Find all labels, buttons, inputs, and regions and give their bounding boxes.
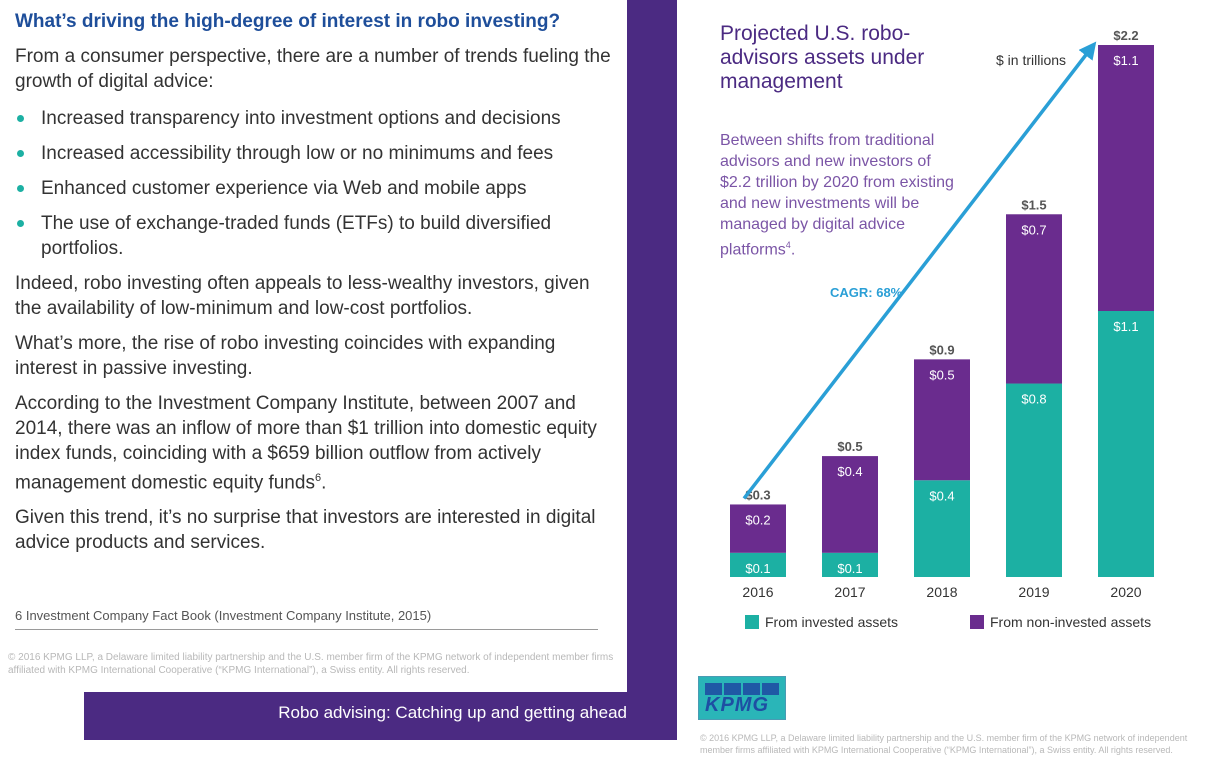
bullet-dot-icon (17, 220, 24, 227)
segment-value-label: $0.4 (929, 488, 954, 503)
segment-value-label: $0.5 (929, 367, 954, 382)
kpmg-logo: KPMG (698, 676, 786, 720)
segment-value-label: $0.4 (837, 464, 862, 479)
copyright-right: © 2016 KPMG LLP, a Delaware limited liab… (700, 733, 1188, 755)
paragraph-passive-investing: What’s more, the rise of robo investing … (15, 333, 556, 379)
bullet-item: Enhanced customer experience via Web and… (15, 176, 620, 201)
footer-bar-title: Robo advising: Catching up and getting a… (278, 703, 627, 722)
bullet-item: Increased transparency into investment o… (15, 106, 620, 131)
segment-value-label: $1.1 (1113, 319, 1138, 334)
segment-value-label: $0.2 (745, 512, 770, 527)
bar-segment-invested-2018 (914, 480, 970, 577)
bar-segment-non-invested-2016 (730, 504, 786, 553)
bar-total-label: $0.5 (837, 439, 862, 454)
trend-bullet-list: Increased transparency into investment o… (15, 106, 620, 261)
bar-segment-invested-2016 (730, 552, 786, 577)
paragraph-less-wealthy: Indeed, robo investing often appeals to … (15, 273, 590, 319)
purple-accent-strip (627, 0, 677, 740)
bullet-dot-icon (17, 185, 24, 192)
left-text-panel: What’s driving the high-degree of intere… (15, 10, 620, 555)
stacked-bar-chart: $0.1$0.2$0.32016$0.1$0.4$0.52017$0.4$0.5… (730, 28, 1154, 600)
paragraph-conclusion: Given this trend, it’s no surprise that … (15, 507, 596, 554)
segment-value-label: $0.7 (1021, 222, 1046, 237)
footer-bar: Robo advising: Catching up and getting a… (84, 692, 677, 740)
chart-subtitle: Between shifts from traditional advisors… (720, 132, 954, 259)
footnote: 6 Investment Company Fact Book (Investme… (15, 608, 598, 630)
legend-label-non-invested: From non-invested assets (990, 614, 1152, 630)
segment-value-label: $0.1 (745, 561, 770, 576)
cagr-label: CAGR: 68% (830, 285, 903, 300)
subtitle-footnote-marker: 4 (785, 240, 791, 250)
x-tick-label-2016: 2016 (742, 584, 773, 600)
bar-segment-invested-2020 (1098, 311, 1154, 577)
section-heading: What’s driving the high-degree of intere… (15, 11, 561, 32)
trend-arrow (742, 41, 1097, 500)
legend-non-invested: From non-invested assets (970, 614, 1151, 630)
segment-value-label: $0.1 (837, 561, 862, 576)
bar-total-label: $1.5 (1021, 197, 1046, 212)
x-tick-label-2020: 2020 (1110, 584, 1141, 600)
bullet-dot-icon (17, 115, 24, 122)
bar-segment-invested-2017 (822, 552, 878, 577)
legend-invested: From invested assets (745, 614, 898, 630)
kpmg-logo-text: KPMG (705, 694, 769, 716)
bar-segment-non-invested-2019 (1006, 214, 1062, 384)
bar-segment-non-invested-2017 (822, 456, 878, 553)
intro-paragraph: From a consumer perspective, there are a… (15, 46, 611, 92)
bullet-dot-icon (17, 150, 24, 157)
bar-segment-invested-2019 (1006, 383, 1062, 577)
bullet-item: The use of exchange-traded funds (ETFs) … (15, 211, 620, 261)
segment-value-label: $0.8 (1021, 392, 1046, 407)
chart-title: Projected U.S. robo-advisors assets unde… (720, 22, 925, 93)
x-tick-label-2018: 2018 (926, 584, 957, 600)
segment-value-label: $1.1 (1113, 53, 1138, 68)
legend-swatch-invested (745, 615, 759, 629)
bar-segment-non-invested-2018 (914, 359, 970, 481)
bar-total-label: $2.2 (1113, 28, 1138, 43)
legend-swatch-non-invested (970, 615, 984, 629)
bar-total-label: $0.9 (929, 342, 954, 357)
bullet-item: Increased accessibility through low or n… (15, 141, 620, 166)
footnote-marker: 6 (314, 472, 322, 484)
paragraph-ici-inflow: According to the Investment Company Inst… (15, 393, 597, 494)
bar-segment-non-invested-2020 (1098, 45, 1154, 311)
units-label: $ in trillions (996, 52, 1067, 68)
legend-label-invested: From invested assets (765, 614, 899, 630)
copyright-left: © 2016 KPMG LLP, a Delaware limited liab… (8, 652, 614, 676)
x-tick-label-2017: 2017 (834, 584, 865, 600)
x-tick-label-2019: 2019 (1018, 584, 1049, 600)
